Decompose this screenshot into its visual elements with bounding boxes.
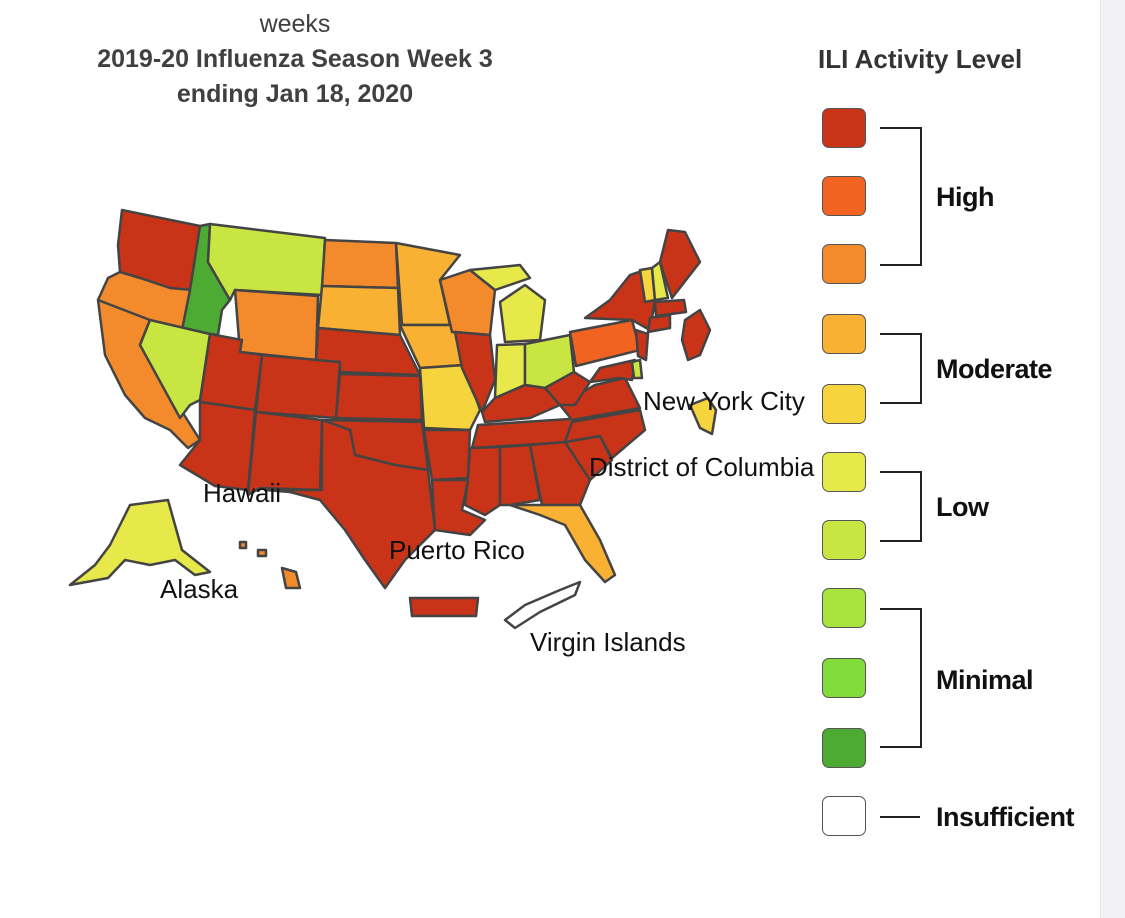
state-delaware	[630, 358, 644, 380]
state-wisconsin	[438, 268, 497, 337]
state-new-hampshire	[650, 260, 670, 302]
state-north-carolina	[563, 408, 647, 460]
legend-label-minimal: Minimal	[936, 665, 1034, 695]
state-illinois	[453, 330, 497, 414]
legend-swatch-minimal-2	[822, 658, 866, 698]
us-ili-map	[68, 208, 718, 630]
map-label-alaska: Alaska	[160, 574, 239, 604]
state-michigan-upper	[468, 263, 532, 292]
legend-label-low: Low	[936, 492, 989, 522]
state-new-jersey	[634, 328, 650, 362]
inset-dc	[680, 308, 712, 362]
state-connecticut	[646, 313, 672, 334]
map-label-virgin-islands: Virgin Islands	[530, 627, 686, 657]
state-montana	[206, 222, 327, 302]
legend-bracket-low	[880, 471, 922, 542]
legend-swatch-moderate-2	[822, 384, 866, 424]
map-label-hawaii: Hawaii	[203, 478, 282, 508]
state-massachusetts	[653, 298, 688, 318]
state-missouri	[418, 363, 482, 432]
legend-swatch-minimal-3	[822, 728, 866, 768]
legend-swatch-high-1	[822, 108, 866, 148]
legend-swatch-low-1	[822, 452, 866, 492]
state-alabama	[498, 443, 542, 507]
map-title-line1: 2019-20 Influenza Season Week 3	[97, 45, 493, 73]
scrollbar[interactable]	[1100, 0, 1125, 918]
legend-swatch-high-2	[822, 176, 866, 216]
legend-label-insufficient: Insufficient	[936, 802, 1075, 832]
inset-hawaii-small2	[238, 540, 248, 550]
inset-puerto-rico	[408, 596, 480, 618]
inset-virgin-islands	[503, 580, 582, 630]
state-nebraska	[314, 326, 422, 377]
legend-bracket-moderate	[880, 333, 922, 404]
state-michigan	[498, 283, 547, 344]
legend-bracket-minimal	[880, 608, 922, 748]
legend-swatch-low-2	[822, 520, 866, 560]
map-label-puerto-rico: Puerto Rico	[389, 535, 525, 565]
legend-label-moderate: Moderate	[936, 354, 1053, 384]
inset-hawaii	[280, 566, 302, 590]
legend-swatch-moderate-1	[822, 314, 866, 354]
state-colorado	[254, 353, 342, 420]
state-north-dakota	[320, 238, 400, 290]
state-texas	[263, 418, 437, 590]
legend-swatch-insufficient	[822, 796, 866, 836]
legend-label-high: High	[936, 182, 995, 212]
inset-nyc	[688, 396, 718, 436]
state-maine	[658, 228, 702, 300]
legend-tick-insufficient	[880, 816, 920, 818]
state-kansas	[334, 372, 424, 422]
state-florida	[508, 503, 617, 584]
header-top-text: weeks	[259, 10, 331, 38]
legend-bracket-high	[880, 127, 922, 266]
inset-alaska	[68, 498, 212, 587]
state-maryland	[588, 358, 637, 384]
state-pennsylvania	[568, 318, 642, 368]
legend-swatch-high-3	[822, 244, 866, 284]
state-mississippi	[463, 445, 502, 517]
map-label-nyc: New York City	[643, 386, 805, 416]
state-arkansas	[422, 428, 472, 482]
state-wyoming	[233, 288, 320, 362]
legend-title: ILI Activity Level	[818, 44, 1023, 74]
map-title-line2: ending Jan 18, 2020	[176, 80, 414, 108]
map-label-dc: District of Columbia	[589, 452, 815, 482]
state-south-dakota	[316, 284, 402, 337]
state-virginia	[558, 376, 642, 422]
state-west-virginia	[543, 370, 592, 407]
legend-swatch-minimal-1	[822, 588, 866, 628]
inset-hawaii-small1	[256, 548, 268, 558]
